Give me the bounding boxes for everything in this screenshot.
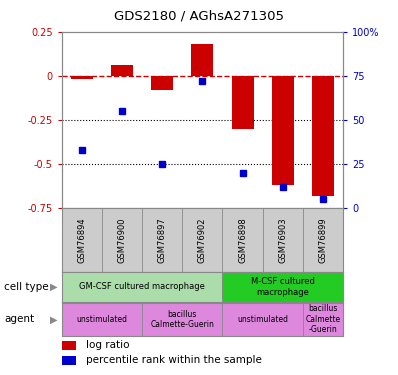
Bar	[151, 76, 173, 90]
Text: GSM76903: GSM76903	[278, 217, 287, 263]
Bar	[312, 76, 334, 196]
Bar	[142, 303, 222, 336]
Bar	[62, 356, 76, 364]
Bar	[272, 76, 294, 185]
Bar	[222, 272, 343, 302]
Text: unstimulated: unstimulated	[237, 315, 288, 324]
Bar	[62, 340, 76, 350]
Text: cell type: cell type	[4, 282, 49, 292]
Text: GSM76900: GSM76900	[117, 217, 127, 263]
Text: GSM76899: GSM76899	[318, 217, 328, 263]
Text: GSM76894: GSM76894	[77, 217, 86, 263]
Bar	[191, 44, 213, 76]
Text: M-CSF cultured
macrophage: M-CSF cultured macrophage	[251, 277, 315, 297]
Text: GSM76897: GSM76897	[158, 217, 167, 263]
Bar	[111, 65, 133, 76]
Bar	[303, 303, 343, 336]
Text: percentile rank within the sample: percentile rank within the sample	[86, 355, 261, 365]
Text: bacillus
Calmette-Guerin: bacillus Calmette-Guerin	[150, 310, 214, 329]
Text: agent: agent	[4, 314, 34, 324]
Text: log ratio: log ratio	[86, 340, 129, 350]
Text: GM-CSF cultured macrophage: GM-CSF cultured macrophage	[79, 282, 205, 291]
Text: bacillus
Calmette
-Guerin: bacillus Calmette -Guerin	[305, 304, 341, 334]
Text: GSM76902: GSM76902	[198, 217, 207, 263]
Bar	[62, 272, 222, 302]
Bar	[71, 76, 93, 80]
Bar	[232, 76, 254, 129]
Bar	[222, 303, 303, 336]
Text: GSM76898: GSM76898	[238, 217, 247, 263]
Bar	[62, 303, 142, 336]
Text: unstimulated: unstimulated	[76, 315, 127, 324]
Text: GDS2180 / AGhsA271305: GDS2180 / AGhsA271305	[114, 9, 284, 22]
Text: ▶: ▶	[50, 282, 57, 292]
Text: ▶: ▶	[50, 314, 57, 324]
